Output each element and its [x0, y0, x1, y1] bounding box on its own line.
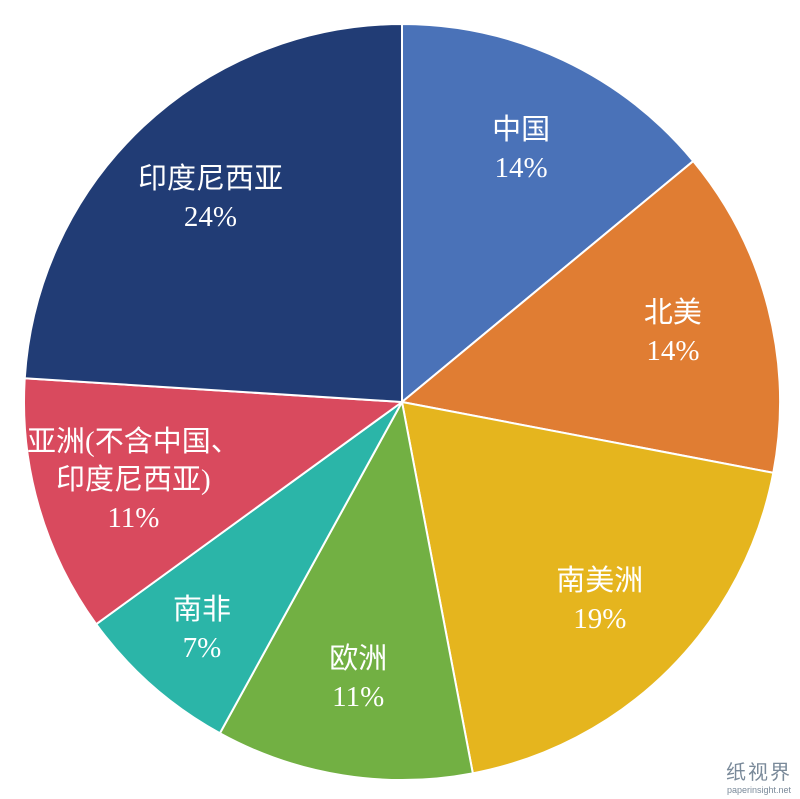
slice-label: 北美 14%: [644, 294, 702, 370]
pie-slice: [23, 22, 403, 404]
category-label: 南非: [173, 593, 232, 626]
pie-slice: [400, 400, 775, 775]
value-label: 19%: [573, 602, 627, 635]
value-label: 24%: [183, 201, 238, 234]
watermark: 纸视界 paperinsight.net: [726, 756, 792, 795]
pie-slice: [23, 377, 405, 626]
watermark-url: paperinsight.net: [726, 785, 792, 795]
value-label: 14%: [494, 151, 548, 184]
watermark-text: 纸视界: [726, 762, 792, 784]
category-label: 印度尼西亚: [138, 163, 284, 196]
pie-slice: [218, 399, 474, 781]
slice-label: 亚洲(不含中国、印度尼西亚) 11%: [26, 423, 241, 537]
value-label: 11%: [107, 502, 160, 535]
slice-label: 南非 7%: [173, 591, 231, 667]
category-label: 欧洲: [329, 643, 388, 676]
category-label: 南美洲: [556, 564, 644, 597]
slice-label: 南美洲 19%: [556, 562, 643, 638]
pie-slice: [401, 22, 695, 405]
category-label: 北美: [643, 297, 702, 330]
slice-label: 欧洲 11%: [329, 640, 387, 716]
slice-label: 中国 14%: [492, 111, 550, 187]
slice-label: 印度尼西亚 24%: [138, 160, 283, 236]
value-label: 7%: [182, 631, 222, 664]
category-label: 亚洲(不含中国、印度尼西亚): [27, 426, 240, 497]
value-label: 11%: [332, 681, 385, 714]
value-label: 14%: [646, 335, 700, 368]
category-label: 中国: [492, 113, 551, 146]
pie-slice: [94, 401, 403, 735]
pie-slice: [399, 159, 781, 474]
